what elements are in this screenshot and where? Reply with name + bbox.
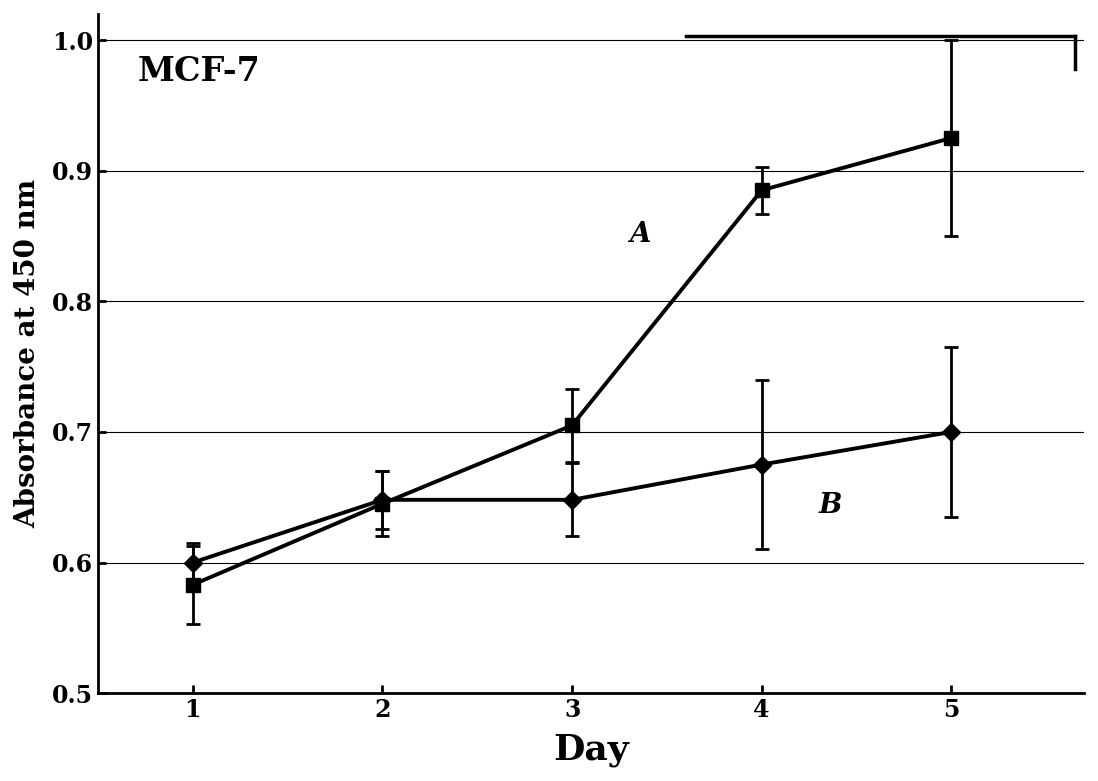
- X-axis label: Day: Day: [553, 733, 629, 767]
- Text: MCF-7: MCF-7: [137, 55, 260, 87]
- Text: B: B: [819, 492, 842, 519]
- Text: A: A: [629, 222, 650, 248]
- Y-axis label: Absorbance at 450 nm: Absorbance at 450 nm: [14, 179, 41, 528]
